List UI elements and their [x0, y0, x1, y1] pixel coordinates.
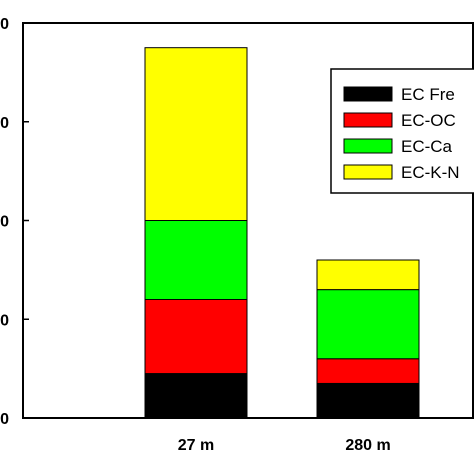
bar-stacks: [144, 47, 420, 419]
bar-segment: [144, 220, 248, 300]
bar-segment: [316, 259, 420, 291]
y-axis: 0 0 0 0 0: [0, 16, 29, 428]
legend-label: EC-OC: [401, 111, 456, 130]
legend-label: EC Fre: [401, 85, 455, 104]
y-tick-label: 0: [0, 214, 9, 231]
bar-segment: [144, 299, 248, 375]
legend-label: EC-K-N: [401, 163, 460, 182]
legend: EC Fre EC-OC EC-Ca EC-K-N: [330, 68, 474, 194]
bar-segment: [144, 373, 248, 419]
legend-swatch: [343, 138, 393, 154]
plot-frame: [22, 22, 474, 419]
x-tick-label: 280 m: [345, 437, 390, 454]
bar-segment: [316, 289, 420, 360]
y-tick-label: 0: [0, 411, 9, 428]
bar-segment: [316, 358, 420, 384]
x-axis: 27 m 280 m: [178, 412, 391, 454]
legend-label: EC-Ca: [401, 137, 453, 156]
y-tick-label: 0: [0, 16, 9, 33]
legend-swatch: [343, 86, 393, 102]
bar-segment: [144, 47, 248, 221]
y-tick-label: 0: [0, 312, 9, 329]
x-tick-label: 27 m: [178, 437, 214, 454]
y-tick-label: 0: [0, 115, 9, 132]
legend-swatch: [343, 112, 393, 128]
legend-swatch: [343, 164, 393, 180]
